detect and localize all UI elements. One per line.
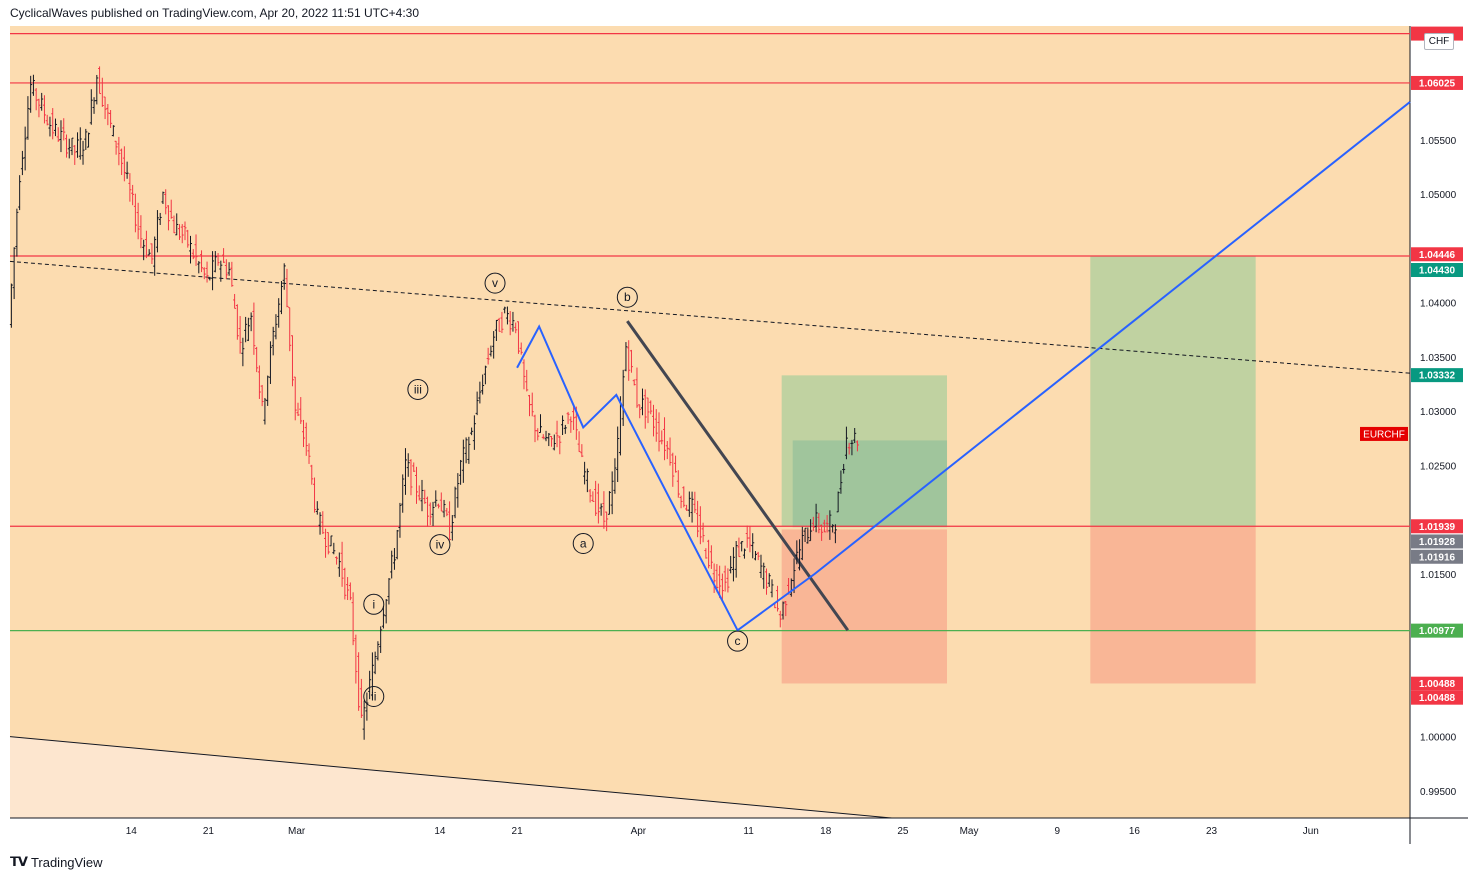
elliott-wave-path[interactable] (516, 101, 1411, 632)
price-tag-bg (1411, 676, 1463, 691)
wave-label-text: a (580, 537, 587, 551)
price-tag: 1.00488 (1411, 676, 1463, 691)
symbol-tag[interactable]: EURCHF (1360, 426, 1408, 441)
price-tag: 1.01928 (1411, 534, 1463, 549)
time-tick-label: 14 (434, 826, 446, 837)
time-tick-label: May (960, 826, 979, 837)
price-tick-label: 1.00000 (1420, 733, 1457, 744)
price-tag-text: 1.00977 (1419, 626, 1456, 637)
wave-label-text: b (624, 290, 631, 304)
lower-trendline (9, 736, 892, 819)
price-tag: 1.06025 (1411, 75, 1463, 90)
price-tag-text: 1.01928 (1419, 537, 1456, 548)
wave-label-text: iii (414, 382, 422, 396)
wave-label-circle (363, 685, 385, 707)
price-tag: 1.03332 (1411, 368, 1463, 383)
time-tick-label: Apr (631, 826, 647, 837)
wave-label-circle (429, 534, 451, 556)
price-tag-bg (1411, 623, 1463, 638)
wave-label-circle (407, 378, 429, 400)
target-zone-1-inner (792, 440, 948, 528)
time-tick-label: 21 (512, 826, 524, 837)
price-tick-label: 1.05000 (1420, 190, 1457, 201)
target-zone-2 (1090, 256, 1256, 527)
price-tag-bg (1411, 247, 1463, 262)
price-tag-text: 1.01939 (1419, 522, 1456, 533)
wave-label-c[interactable]: c (727, 630, 749, 652)
wave-label-circle (484, 272, 506, 294)
price-tag-text: 1.03332 (1419, 371, 1456, 382)
time-tick-label: 9 (1054, 826, 1060, 837)
time-tick-label: Jun (1303, 826, 1319, 837)
price-tick-label: 1.01500 (1420, 570, 1457, 581)
tradingview-logo-icon[interactable]: 𝗧𝗩 (10, 854, 28, 869)
time-tick-label: 18 (820, 826, 832, 837)
price-tick-label: 1.04000 (1420, 299, 1457, 310)
wave-label-iv[interactable]: iv (429, 534, 451, 556)
time-tick-label: 25 (897, 826, 909, 837)
wave-label-ii[interactable]: ii (363, 685, 385, 707)
grey-trendline[interactable] (626, 320, 850, 632)
footer-brand[interactable]: TradingView (30, 854, 103, 870)
price-tag-text: 1.00488 (1419, 693, 1456, 704)
price-tick-label: 1.05500 (1420, 136, 1457, 147)
time-tick-label: 21 (203, 826, 215, 837)
publish-header: CyclicalWaves published on TradingView.c… (10, 6, 420, 20)
wave-label-v[interactable]: v (484, 272, 506, 294)
price-tag-bg (1411, 690, 1463, 705)
wave-label-text: c (735, 634, 741, 648)
stop-zone-2 (1090, 526, 1256, 684)
price-tag-bg (1411, 368, 1463, 383)
currency-button[interactable]: CHF (1424, 33, 1454, 50)
time-tick-label: 16 (1129, 826, 1141, 837)
price-tick-label: 1.03000 (1420, 407, 1457, 418)
price-tick-label: 1.03500 (1420, 353, 1457, 364)
price-tag: 1.01939 (1411, 519, 1463, 534)
wave-label-circle (572, 533, 594, 555)
wave-label-text: ii (371, 689, 376, 703)
time-tick-label: 23 (1206, 826, 1218, 837)
wave-label-text: i (372, 597, 375, 611)
wave-label-text: iv (436, 538, 445, 552)
symbol-tag-bg (1360, 426, 1408, 441)
price-tag-bg (1411, 549, 1463, 564)
wave-label-circle (727, 630, 749, 652)
price-tag-text: 1.00488 (1419, 679, 1456, 690)
wave-label-b[interactable]: b (616, 286, 638, 308)
footer: 𝗧𝗩 TradingView (10, 853, 102, 871)
price-tick-label: 1.02500 (1420, 461, 1457, 472)
wave-label-text: v (492, 276, 498, 290)
price-tag-text: 1.04446 (1419, 250, 1456, 261)
wave-label-iii[interactable]: iii (407, 378, 429, 400)
wave-label-a[interactable]: a (572, 533, 594, 555)
price-tag-text: 1.04430 (1419, 266, 1456, 277)
price-tag-bg (1411, 519, 1463, 534)
time-tick-label: Mar (288, 826, 306, 837)
time-tick-label: 14 (126, 826, 138, 837)
wave-label-i[interactable]: i (363, 593, 385, 615)
price-tag: 1.04430 (1411, 263, 1463, 278)
symbol-tag-text: EURCHF (1363, 429, 1405, 440)
wave-label-circle (616, 286, 638, 308)
price-tag: 1.04446 (1411, 247, 1463, 262)
price-tag: 1.00488 (1411, 690, 1463, 705)
price-tag: 1.01916 (1411, 549, 1463, 564)
price-tag-text: 1.06025 (1419, 78, 1456, 89)
price-tick-label: 0.99500 (1420, 787, 1457, 798)
price-tag-bg (1411, 75, 1463, 90)
wave-label-circle (363, 593, 385, 615)
price-tag: 1.00977 (1411, 623, 1463, 638)
dashed-trendline[interactable] (9, 260, 1411, 374)
time-tick-label: 11 (743, 826, 754, 837)
price-tag-bg (1411, 263, 1463, 278)
price-tag-text: 1.01916 (1419, 552, 1456, 563)
stop-zone-1 (781, 529, 948, 684)
price-tag-bg (1411, 534, 1463, 549)
